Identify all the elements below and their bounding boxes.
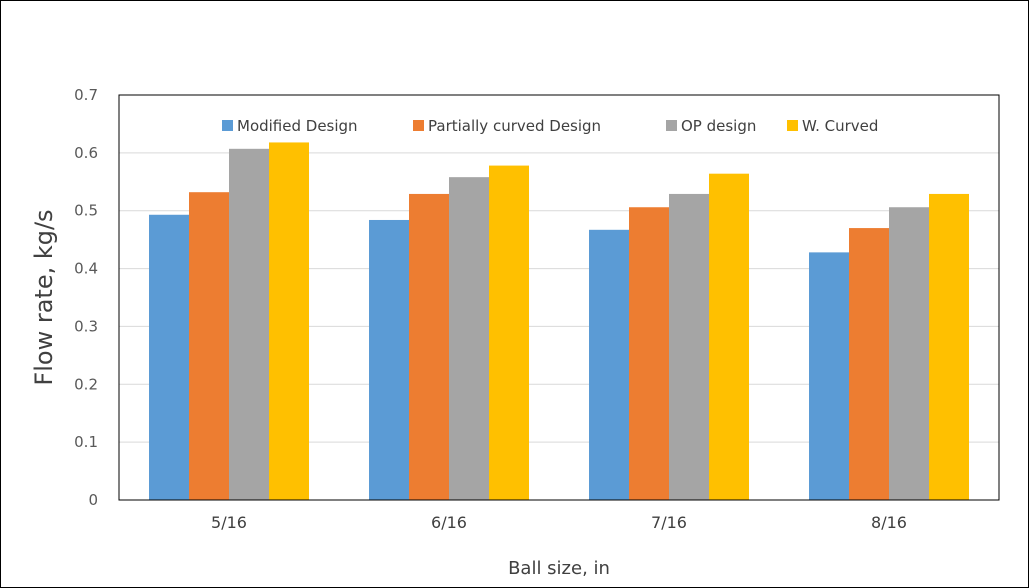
bar	[409, 193, 449, 500]
legend-swatch	[787, 120, 798, 131]
y-tick-label: 0.1	[74, 433, 98, 451]
bar	[489, 165, 529, 501]
bar	[709, 173, 749, 500]
bar	[809, 252, 849, 500]
y-tick-label: 0.7	[74, 86, 98, 104]
bar	[669, 193, 709, 500]
legend-label: Partially curved Design	[428, 117, 601, 135]
legend-label: W. Curved	[802, 117, 878, 135]
y-tick-label: 0.6	[74, 144, 98, 162]
bar	[849, 228, 889, 501]
y-tick-label: 0.3	[74, 317, 98, 335]
bar	[269, 142, 309, 500]
y-tick-label: 0.2	[74, 375, 98, 393]
x-tick-label: 8/16	[871, 513, 907, 532]
bar	[189, 192, 229, 500]
y-tick-label: 0	[88, 491, 98, 509]
x-tick-label: 6/16	[431, 513, 467, 532]
x-tick-label: 7/16	[651, 513, 687, 532]
legend-swatch	[666, 120, 677, 131]
legend-label: Modified Design	[237, 117, 358, 135]
bar	[589, 229, 629, 501]
legend: Modified Design Partially curved Design OP…	[222, 117, 878, 135]
y-tick-label: 0.5	[74, 202, 98, 220]
x-tick-label: 5/16	[211, 513, 247, 532]
bar	[229, 148, 269, 501]
bar	[369, 219, 409, 500]
y-tick-label: 0.4	[74, 260, 98, 278]
legend-swatch	[222, 120, 233, 131]
x-axis-label: Ball size, in	[508, 558, 610, 579]
y-axis-label: Flow rate, kg/s	[30, 209, 58, 385]
bar	[149, 214, 189, 500]
bar	[889, 207, 929, 500]
x-axis-ticks: 5/16 6/16 7/16 8/16	[211, 513, 907, 532]
bar	[449, 177, 489, 500]
bar	[929, 193, 969, 500]
bar	[629, 207, 669, 500]
bars	[149, 142, 969, 501]
legend-label: OP design	[681, 117, 756, 135]
plot-area-border	[118, 94, 1000, 501]
legend-swatch	[413, 120, 424, 131]
y-axis-ticks: 0 0.1 0.2 0.3 0.4 0.5 0.6 0.7	[74, 86, 98, 509]
